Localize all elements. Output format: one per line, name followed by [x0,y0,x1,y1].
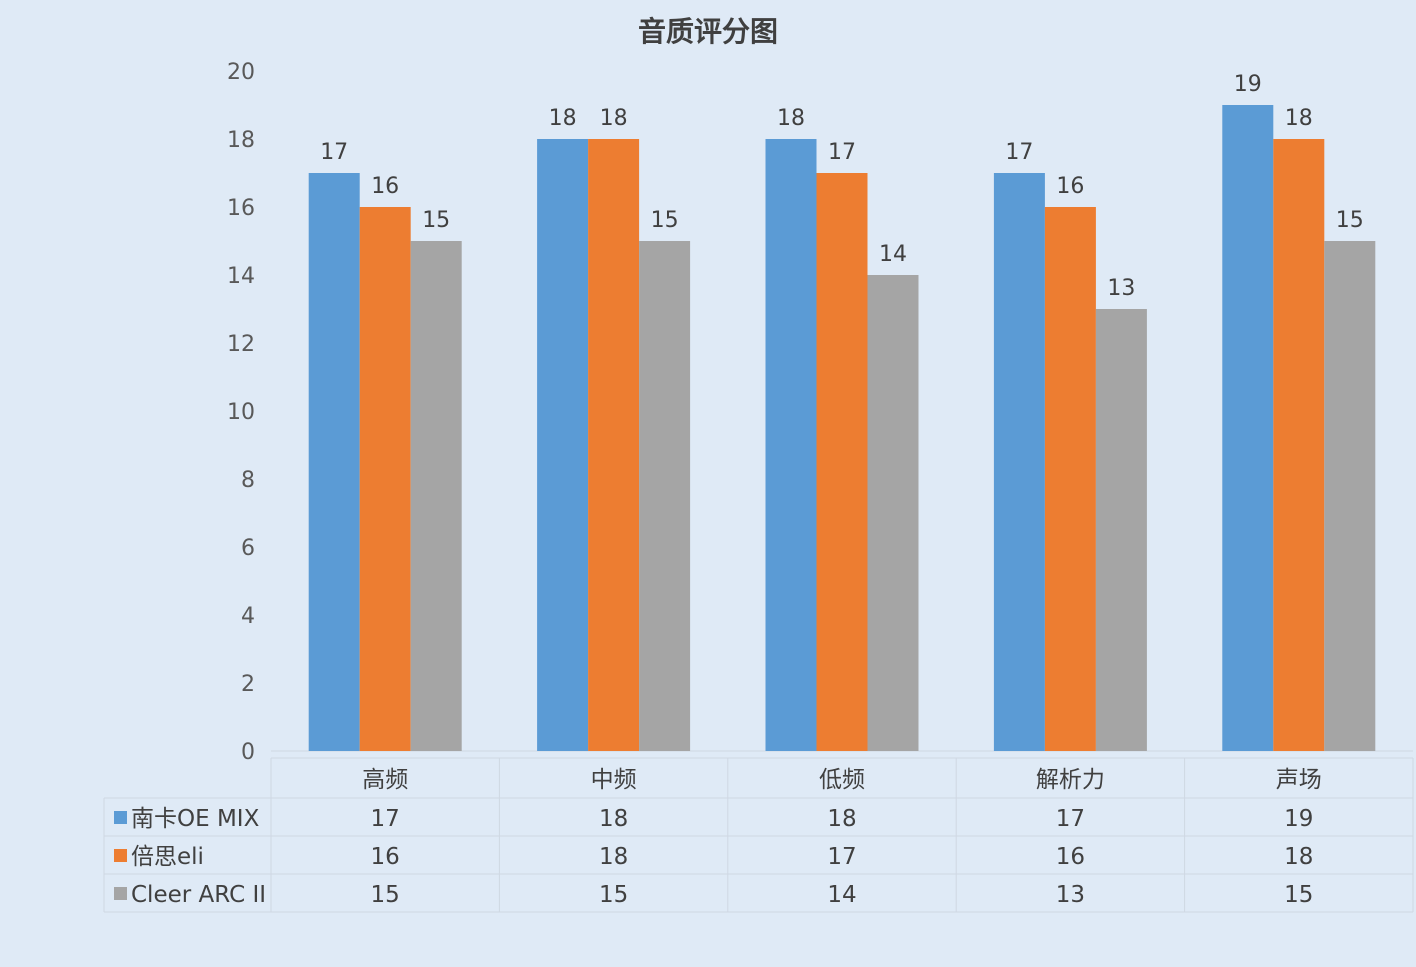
data-label: 18 [600,106,628,131]
data-label: 17 [1005,140,1033,165]
bar [410,241,462,751]
bar [1095,309,1147,751]
y-tick-label: 12 [227,332,255,357]
table-cell: 18 [599,844,628,870]
table-cell: 17 [1056,806,1085,832]
data-label: 18 [1285,106,1313,131]
bar [308,173,360,751]
bar [1222,105,1274,751]
data-label: 13 [1107,276,1135,301]
y-tick-label: 18 [227,128,255,153]
y-tick-label: 8 [241,468,255,493]
table-cell: 16 [371,844,400,870]
bar [993,173,1045,751]
bar [1044,207,1096,751]
table-cell: 19 [1284,806,1313,832]
table-cell: 18 [599,806,628,832]
y-tick-label: 0 [241,740,255,765]
data-label: 17 [320,140,348,165]
data-label: 18 [777,106,805,131]
data-label: 14 [879,242,907,267]
table-cell: 17 [827,844,856,870]
data-label: 16 [1056,174,1084,199]
bar [1273,139,1325,751]
data-label: 15 [422,208,450,233]
chart-title: 音质评分图 [637,15,778,48]
y-tick-label: 4 [241,604,255,629]
bar [867,275,919,751]
x-tick-label: 声场 [1276,767,1322,793]
legend-swatch [114,887,127,900]
legend-swatch [114,811,127,824]
bar [1324,241,1376,751]
data-label: 19 [1234,72,1262,97]
legend-label: Cleer ARC II [131,882,266,908]
data-label: 15 [1336,208,1364,233]
y-tick-label: 14 [227,264,255,289]
legend-label: 南卡OE MIX [131,806,260,832]
x-tick-label: 中频 [591,767,637,793]
table-cell: 15 [599,882,628,908]
bar [537,139,589,751]
data-label: 16 [371,174,399,199]
bar [639,241,691,751]
table-cell: 13 [1056,882,1085,908]
y-tick-label: 20 [227,60,255,85]
data-label: 17 [828,140,856,165]
y-tick-label: 10 [227,400,255,425]
table-cell: 17 [371,806,400,832]
x-tick-label: 高频 [362,767,408,793]
y-tick-label: 2 [241,672,255,697]
table-cell: 16 [1056,844,1085,870]
table-cell: 14 [827,882,856,908]
bar [588,139,640,751]
data-label: 18 [549,106,577,131]
table-cell: 18 [827,806,856,832]
bar [765,139,817,751]
table-cell: 15 [371,882,400,908]
legend-label: 倍思eli [131,844,204,870]
x-tick-label: 低频 [819,767,865,793]
table-cell: 18 [1284,844,1313,870]
y-tick-label: 16 [227,196,255,221]
bar [359,207,411,751]
data-label: 15 [651,208,679,233]
table-cell: 15 [1284,882,1313,908]
legend-swatch [114,849,127,862]
bar [816,173,868,751]
y-tick-label: 6 [241,536,255,561]
x-tick-label: 解析力 [1036,767,1105,793]
